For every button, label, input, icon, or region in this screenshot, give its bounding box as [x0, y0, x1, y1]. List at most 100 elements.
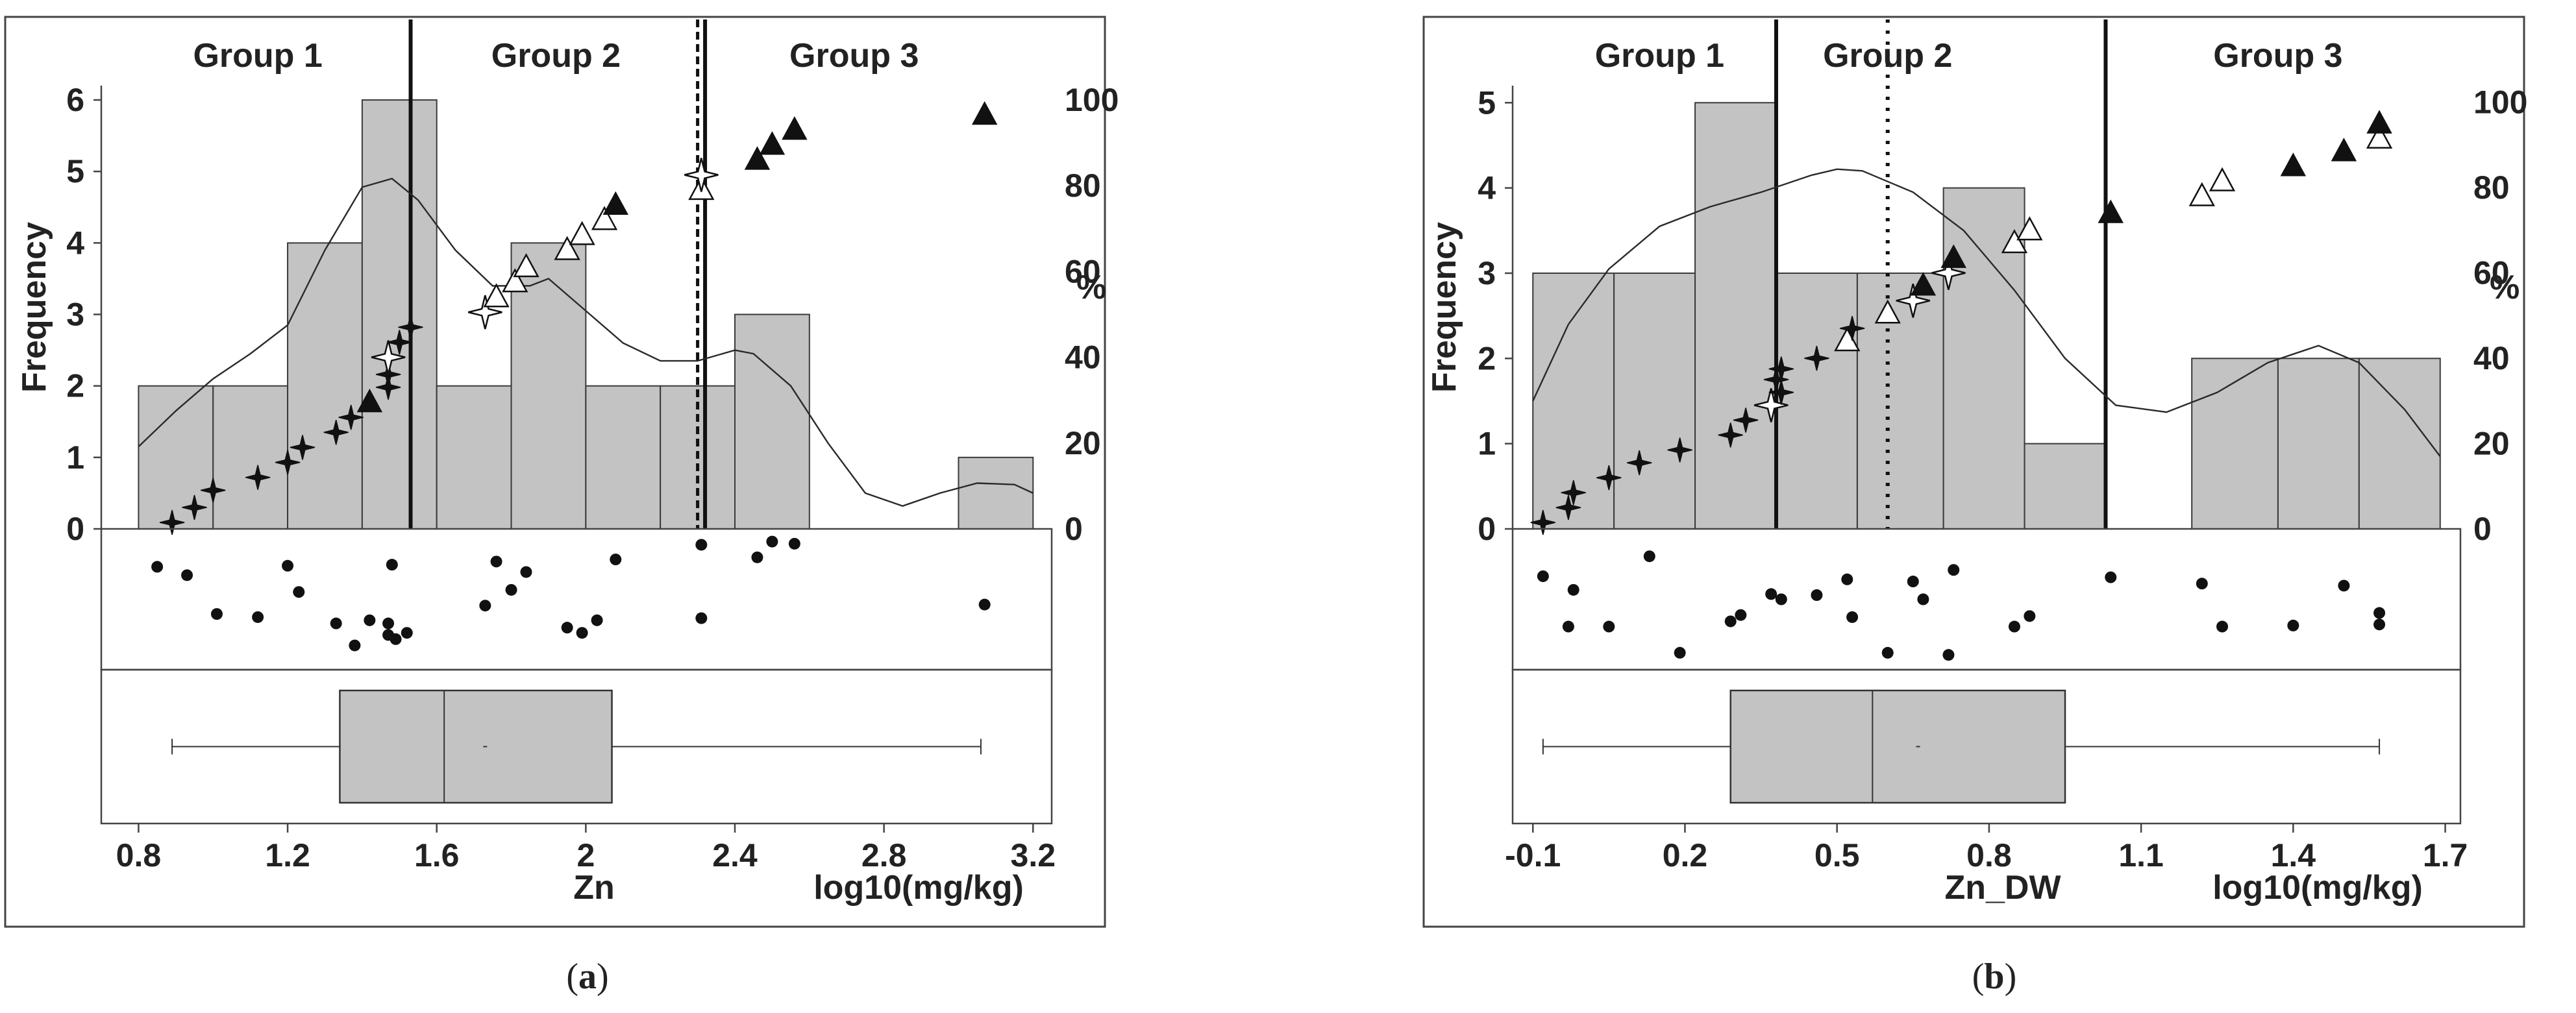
jitter-point	[695, 539, 708, 551]
x-tick-label: 2.4	[712, 837, 758, 873]
group-label: Group 3	[2213, 37, 2342, 75]
x-axis-unit-label: log10(mg/kg)	[2212, 869, 2423, 907]
histogram-bar	[1856, 272, 1944, 530]
panel-frame	[1422, 16, 2525, 928]
histogram-bar	[734, 313, 810, 530]
x-tick-label: -0.1	[1505, 837, 1561, 873]
y-tick-label: 5	[66, 153, 84, 189]
cdf-point-triangle	[1940, 244, 1966, 268]
x-tick-label: 1.4	[2271, 837, 2316, 873]
jitter-point	[1846, 611, 1859, 623]
density-curve	[138, 177, 1034, 507]
jitter-point	[2287, 619, 2299, 631]
jitter-point	[1674, 646, 1686, 659]
x-tick-label: 1.1	[2118, 837, 2164, 873]
jitter-point	[695, 612, 708, 624]
y-tick-label: 4	[66, 225, 84, 261]
y-tick-label: 5	[1478, 84, 1496, 121]
boxplot-frame	[100, 668, 1053, 825]
cdf-point-open-triangle	[483, 283, 510, 308]
cdf-point-star	[684, 158, 719, 192]
y2-tick-label: 80	[2473, 169, 2510, 206]
cdf-point-triangle	[759, 131, 786, 155]
cdf-point-cross	[159, 509, 185, 535]
jitter-point	[1567, 583, 1579, 596]
jitter-point	[2373, 618, 2386, 631]
jitter-point	[1735, 609, 1747, 621]
jitter-point	[479, 600, 491, 612]
cdf-point-cross	[1804, 345, 1829, 371]
jitter-point	[181, 569, 193, 581]
cdf-point-cross	[1839, 315, 1865, 341]
histogram-bar	[212, 385, 289, 530]
y-tick-label: 2	[66, 368, 84, 404]
cdf-point-cross	[1627, 450, 1652, 476]
x-tick-label: 1.2	[265, 837, 310, 873]
cdf-point-cross	[323, 420, 349, 445]
histogram-bar	[2024, 443, 2107, 530]
jitter-point	[349, 639, 361, 652]
cdf-point-cross	[1555, 494, 1581, 520]
jitter-point	[1907, 576, 1919, 588]
jitter-point	[591, 614, 603, 626]
y-tick-label: 6	[66, 82, 84, 118]
y-axis-title: Frequency	[1426, 222, 1463, 393]
x-axis-unit-label: log10(mg/kg)	[813, 869, 1024, 907]
x-tick-label: 0.8	[1966, 837, 2012, 873]
histogram-bar	[1694, 102, 1777, 530]
jitter-strip-frame	[1511, 528, 2462, 671]
cdf-point-triangle	[2098, 199, 2124, 223]
y-axis-title: Frequency	[16, 222, 53, 393]
density-curve	[1532, 168, 2441, 458]
jitter-point	[505, 583, 517, 596]
cdf-point-cross	[290, 435, 316, 460]
jitter-point	[252, 611, 264, 623]
y2-tick-label: 60	[1065, 253, 1101, 289]
histogram-bar	[287, 242, 363, 530]
x-tick-label: 3.2	[1011, 837, 1056, 873]
histogram-bar	[958, 456, 1034, 530]
jitter-point	[766, 535, 778, 548]
y2-tick-label: 60	[2473, 255, 2510, 291]
cdf-point-cross	[1768, 356, 1794, 382]
cdf-point-open-triangle	[513, 253, 539, 278]
cdf-point-open-triangle	[554, 236, 580, 260]
group-label: Group 2	[1823, 37, 1952, 75]
jitter-point	[2008, 620, 2020, 633]
y-tick-label: 2	[1478, 340, 1496, 376]
y-tick-label: 1	[66, 439, 84, 476]
x-tick-label: 1.7	[2423, 837, 2468, 873]
cdf-point-triangle	[971, 101, 998, 125]
jitter-point	[1811, 589, 1823, 602]
boxplot-box	[339, 689, 613, 804]
cdf-point-cross	[201, 478, 226, 503]
panel-b: 0 1 2 3 4 5 0 20 40 60 80 100 Frequency % Group 1 Group…	[1422, 16, 2527, 928]
cdf-point-triangle	[2366, 110, 2392, 134]
panel-b-caption: (b)	[1972, 957, 2016, 997]
jitter-point	[151, 561, 164, 573]
cdf-point-star	[1753, 388, 1789, 422]
y-tick-label: 3	[1478, 255, 1496, 291]
cdf-point-open-triangle	[591, 206, 618, 230]
y-tick-label: 0	[66, 511, 84, 547]
jitter-point	[751, 551, 763, 563]
jitter-point	[1948, 564, 1960, 576]
x-tick-label: 0.8	[116, 837, 162, 873]
y2-tick-label: 20	[2473, 426, 2510, 462]
cdf-point-open-triangle	[1834, 327, 1861, 352]
cdf-point-triangle	[744, 146, 771, 170]
cdf-point-cross	[1667, 437, 1692, 463]
jitter-point	[1775, 593, 1787, 605]
jitter-point	[2196, 578, 2208, 590]
y-tick-label: 4	[1478, 170, 1496, 206]
y2-axis-title: %	[1076, 269, 1106, 306]
cdf-point-open-triangle	[502, 268, 528, 293]
jitter-point	[1841, 573, 1853, 585]
jitter-point	[382, 617, 395, 629]
cdf-point-triangle	[2280, 153, 2307, 177]
cdf-point-cross	[375, 361, 401, 387]
histogram-bar	[2277, 358, 2360, 530]
x-tick-label: 2.8	[861, 837, 907, 873]
cdf-point-open-triangle	[569, 221, 595, 245]
